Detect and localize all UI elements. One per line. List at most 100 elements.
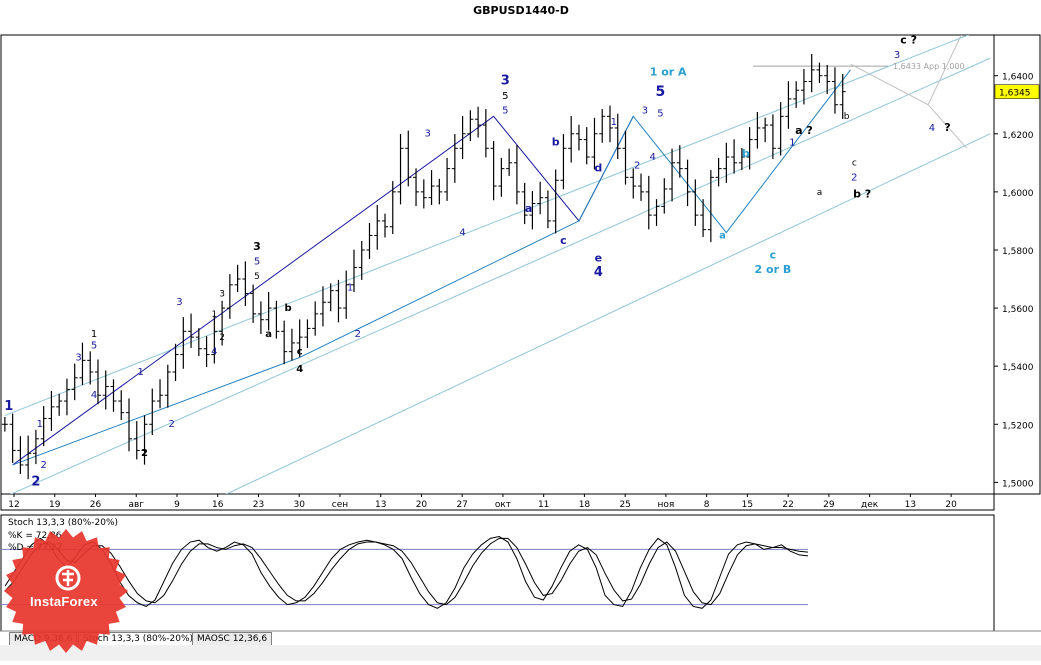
wave-label: 1 — [137, 367, 143, 378]
wave-label: 1 — [611, 117, 617, 128]
x-tick-label: 16 — [212, 500, 224, 510]
x-tick-label: 13 — [375, 500, 386, 510]
wave-label: b — [742, 147, 750, 160]
logo-starburst — [4, 529, 128, 653]
wave-label: 5 — [254, 272, 260, 282]
wave-label: 5 — [502, 105, 508, 116]
stoch-title: Stoch 13,3,3 (80%-20%) — [8, 518, 118, 528]
instaforex-logo-icon — [4, 529, 128, 653]
wave-label: 1 — [4, 399, 13, 414]
wave-label: 3 — [253, 240, 261, 253]
wave-label: 5 — [91, 341, 97, 352]
wave-label: a ? — [795, 124, 813, 137]
x-tick-label: 8 — [704, 500, 710, 510]
wave-label: 4 — [929, 123, 935, 134]
x-tick-label: 20 — [416, 500, 428, 510]
wave-label: 4 — [211, 347, 217, 358]
y-tick-label: 1,6200 — [1002, 131, 1034, 141]
wave-label: 2 — [31, 474, 40, 489]
wave-label: b ? — [853, 188, 871, 201]
chart-title: GBPUSD1440-D — [473, 4, 569, 17]
wave-label: 5 — [502, 91, 508, 102]
wave-label: 5 — [254, 257, 260, 268]
channel-line-outer-upper — [4, 35, 970, 417]
wave-label: 4 — [459, 227, 465, 238]
price-axis-frame — [993, 34, 1041, 495]
y-tick-label: 1,5800 — [1002, 247, 1034, 257]
x-tick-label: 9 — [174, 500, 180, 510]
time-axis-frame — [0, 493, 995, 511]
wave-label: 2 — [40, 460, 46, 471]
x-tick-label: 30 — [293, 500, 305, 510]
wave-label: 4 — [296, 364, 303, 375]
x-tick-label: 22 — [782, 500, 793, 510]
level-label: 1,6433 App 1,000 — [893, 62, 965, 71]
y-tick-label: 1,6400 — [1002, 73, 1034, 83]
stoch-series-k — [4, 535, 809, 609]
y-tick-label: 1,5000 — [1002, 479, 1034, 489]
y-tick-label: 1,5200 — [1002, 421, 1034, 431]
wave-label: 2 — [141, 448, 148, 459]
x-tick-label: 27 — [456, 500, 467, 510]
y-tick-label: 1,5400 — [1002, 363, 1034, 373]
wave-label: 3 — [176, 297, 182, 308]
x-tick-label: 12 — [8, 500, 19, 510]
y-tick-label: 1,6000 — [1002, 189, 1034, 199]
x-tick-label: 25 — [619, 500, 630, 510]
x-tick-label: 20 — [945, 500, 957, 510]
x-tick-label: ноя — [658, 500, 675, 510]
wave-label: 4 — [649, 152, 655, 163]
y-tick-label: 1,5600 — [1002, 305, 1034, 315]
status-bar — [0, 645, 1041, 661]
wave-label: 1 — [211, 310, 217, 320]
x-tick-label: авг — [128, 500, 144, 510]
wave-label: 2 or B — [755, 263, 792, 276]
instaforex-watermark-text: InstaForex — [30, 594, 98, 609]
wave-label: 1 — [789, 137, 795, 148]
wave-label: 3 — [219, 289, 225, 299]
wave-label: 5 — [657, 108, 663, 119]
wave-line — [12, 69, 851, 466]
x-tick-label: 15 — [742, 500, 753, 510]
wave-label: 4 — [594, 265, 603, 280]
x-tick-label: 23 — [253, 500, 264, 510]
stoch-k-label: %K = 72,86 — [8, 531, 62, 541]
x-tick-label: 29 — [823, 500, 835, 510]
wave-label: b — [284, 303, 291, 314]
wave-label: c — [560, 234, 567, 247]
wave-label: 1 or A — [650, 66, 687, 79]
x-tick-label: окт — [495, 500, 511, 510]
wave-label: 2 — [219, 333, 225, 343]
stoch-series-d — [4, 537, 809, 606]
x-tick-label: 19 — [49, 500, 61, 510]
wave-label: 3 — [894, 50, 900, 61]
x-tick-label: 18 — [579, 500, 591, 510]
wave-label: 1 — [91, 329, 97, 340]
x-tick-label: 11 — [538, 500, 549, 510]
wave-label: 5 — [656, 84, 666, 100]
wave-label: c — [297, 347, 303, 358]
wave-label: 3 — [642, 105, 648, 116]
wave-labels: 1212315421231324355bac41234355bacde41234… — [4, 34, 950, 489]
wave-label: a — [817, 188, 823, 198]
wave-label: 2 — [851, 172, 857, 183]
wave-label: c ? — [900, 34, 917, 47]
x-tick-label: дек — [861, 500, 879, 510]
wave-label: 2 — [355, 329, 361, 340]
wave-label: c — [852, 159, 857, 169]
x-tick-label: 13 — [905, 500, 916, 510]
oscillator-frame — [0, 514, 995, 632]
wave-label: b — [844, 112, 850, 122]
wave-label: 3 — [75, 352, 81, 363]
price-bars — [1, 53, 846, 480]
wave-label: a — [265, 329, 272, 340]
channel-line-outer-lower — [225, 133, 991, 494]
wave-label: c — [770, 249, 777, 262]
logo-emblem-mark-icon — [62, 570, 74, 586]
tab-maosc[interactable]: MAOSC 12,36,6 — [192, 632, 273, 645]
channel-line-mid — [10, 57, 991, 494]
wave-label: 1 — [347, 283, 353, 294]
y-tick-labels: 1,6400 1,6200 1,6000 1,5800 1,5600 1,5400 1,52… — [994, 73, 1034, 489]
